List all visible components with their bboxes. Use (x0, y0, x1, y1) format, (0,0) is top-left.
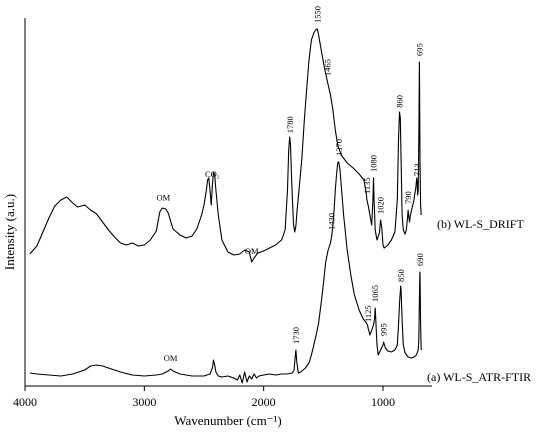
peak-label: OM (164, 353, 178, 363)
peak-label: 1065 (370, 285, 380, 302)
peak-label: 850 (396, 269, 406, 282)
peak-label: 1125 (363, 305, 373, 322)
peak-label: 1780 (285, 116, 295, 133)
peak-label: 1370 (334, 139, 344, 156)
peak-label: 1550 (312, 6, 322, 23)
y-axis-title: Intensity (a.u.) (2, 194, 17, 270)
x-tick-label: 1000 (371, 395, 395, 409)
x-axis-title: Wavenumber (cm⁻¹) (174, 413, 282, 428)
peak-label: 1430 (327, 213, 337, 230)
peak-label: 790 (403, 191, 413, 204)
peak-label: 1080 (369, 155, 379, 172)
peak-label: 860 (395, 95, 405, 108)
series-name-label: (b) WL-S_DRIFT (437, 217, 524, 231)
peak-labels: OM CO₂ OM 1780 1550 1465 1135 1080 1020 860 790 713… (157, 6, 425, 363)
x-tick-label: 4000 (13, 395, 37, 409)
peak-label: OM (245, 246, 259, 256)
peak-label: 1135 (362, 177, 372, 194)
peak-label: 713 (412, 163, 422, 176)
peak-label: 695 (414, 43, 424, 56)
peak-label: 690 (415, 253, 425, 266)
series-name-label: (a) WL-S_ATR-FTIR (427, 370, 531, 384)
peak-label: CO₂ (205, 169, 220, 179)
x-tick-label: 2000 (252, 395, 276, 409)
series-group (29, 28, 422, 384)
series-line-1 (29, 161, 422, 384)
x-tick-label: 3000 (132, 395, 156, 409)
peak-label: 1465 (323, 59, 333, 76)
series-line-0 (29, 28, 422, 263)
peak-label: 995 (379, 323, 389, 336)
peak-label: 1730 (291, 327, 301, 344)
peak-label: 1020 (376, 197, 386, 214)
x-ticks: 4000 3000 2000 1000 (13, 386, 395, 409)
peak-label: OM (157, 192, 171, 202)
